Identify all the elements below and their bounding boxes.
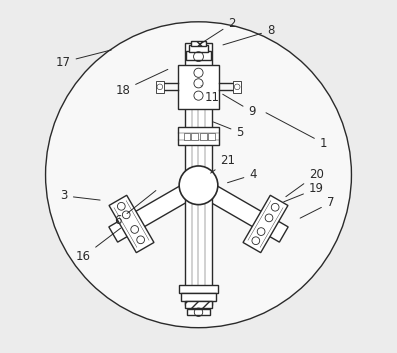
Bar (156, 80, 164, 93)
Text: 18: 18 (116, 70, 168, 97)
Circle shape (179, 166, 218, 205)
Bar (185, 43, 212, 305)
Polygon shape (187, 309, 210, 315)
Text: 16: 16 (76, 228, 121, 263)
Polygon shape (178, 65, 219, 109)
Circle shape (46, 22, 351, 328)
Polygon shape (191, 41, 206, 46)
Bar (233, 80, 241, 93)
Text: 11: 11 (201, 86, 220, 104)
Polygon shape (181, 293, 216, 301)
Text: 2: 2 (202, 17, 236, 43)
Text: 21: 21 (210, 154, 235, 173)
Bar (191, 133, 198, 139)
Polygon shape (185, 301, 212, 309)
Text: 19: 19 (284, 182, 324, 202)
Text: 7: 7 (300, 196, 334, 218)
Text: 5: 5 (214, 122, 244, 139)
Polygon shape (109, 195, 154, 253)
Polygon shape (186, 51, 211, 60)
Text: 3: 3 (60, 189, 100, 202)
Polygon shape (243, 195, 288, 253)
Polygon shape (178, 127, 219, 145)
Bar (200, 133, 206, 139)
Bar (184, 133, 190, 139)
Bar (208, 133, 215, 139)
Text: 9: 9 (223, 94, 256, 118)
Text: 6: 6 (115, 191, 156, 227)
Polygon shape (179, 286, 218, 293)
Text: 1: 1 (266, 113, 327, 150)
Polygon shape (109, 178, 203, 242)
Text: 8: 8 (223, 24, 274, 45)
Polygon shape (194, 178, 288, 242)
Polygon shape (190, 87, 207, 185)
Text: 17: 17 (56, 50, 112, 69)
Polygon shape (189, 44, 208, 52)
Text: 4: 4 (227, 168, 257, 183)
Text: 20: 20 (286, 168, 324, 197)
